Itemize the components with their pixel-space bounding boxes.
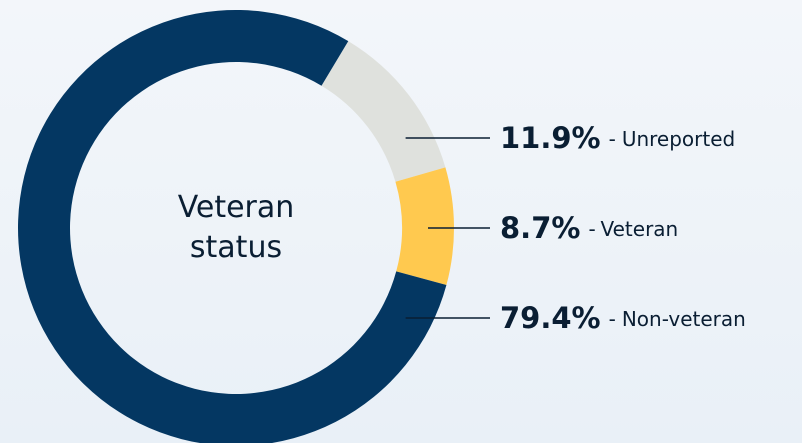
category-label: Veteran (600, 217, 678, 241)
segment-label: 8.7% - Veteran (500, 211, 678, 245)
donut-segment (395, 167, 454, 286)
value-label: 11.9% (500, 121, 601, 155)
value-label: 8.7% (500, 211, 580, 245)
center-label: Veteran status (177, 190, 295, 265)
segment-label: 79.4% - Non-veteran (500, 301, 746, 335)
separator: - (609, 307, 616, 331)
donut-segment (321, 41, 446, 182)
category-label: Unreported (622, 127, 735, 151)
value-label: 79.4% (500, 301, 601, 335)
segment-label: 11.9% - Unreported (500, 121, 735, 155)
separator: - (609, 127, 616, 151)
separator: - (588, 217, 595, 241)
category-label: Non-veteran (622, 307, 746, 331)
